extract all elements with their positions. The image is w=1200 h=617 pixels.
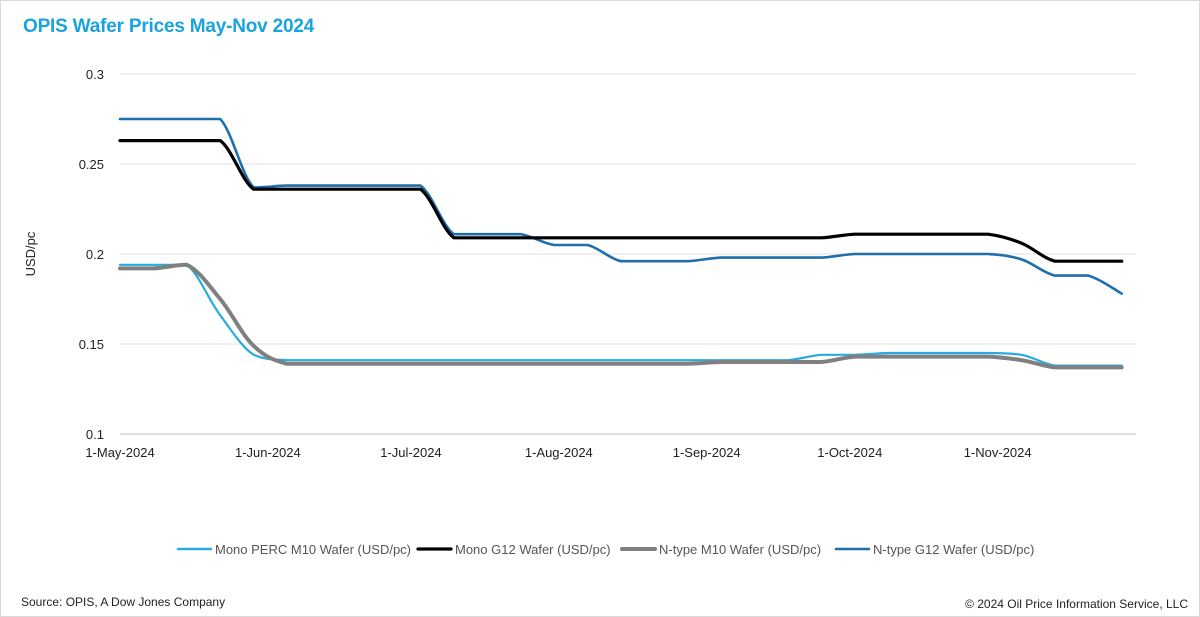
legend-label: N-type G12 Wafer (USD/pc) xyxy=(873,542,1034,557)
legend-label: Mono G12 Wafer (USD/pc) xyxy=(455,542,611,557)
series-line-0 xyxy=(118,263,1123,367)
series-line-3 xyxy=(118,117,1123,295)
x-tick-label: 1-May-2024 xyxy=(85,445,154,460)
y-tick-label: 0.3 xyxy=(86,67,104,82)
y-tick-label: 0.25 xyxy=(79,157,104,172)
legend-label: N-type M10 Wafer (USD/pc) xyxy=(659,542,821,557)
x-tick-label: 1-Oct-2024 xyxy=(817,445,882,460)
y-tick-label: 0.2 xyxy=(86,247,104,262)
series-line-1 xyxy=(118,139,1124,263)
source-note: Source: OPIS, A Dow Jones Company xyxy=(21,595,226,609)
x-tick-label: 1-Aug-2024 xyxy=(525,445,593,460)
y-tick-label: 0.15 xyxy=(79,337,104,352)
x-tick-label: 1-Sep-2024 xyxy=(673,445,741,460)
y-axis-title: USD/pc xyxy=(23,231,38,276)
x-tick-label: 1-Jun-2024 xyxy=(235,445,301,460)
chart-title: OPIS Wafer Prices May-Nov 2024 xyxy=(23,16,315,37)
y-tick-label: 0.1 xyxy=(86,427,104,442)
x-tick-label: 1-Nov-2024 xyxy=(964,445,1032,460)
x-tick-label: 1-Jul-2024 xyxy=(380,445,441,460)
copyright-note: © 2024 Oil Price Information Service, LL… xyxy=(965,597,1188,611)
series-line-2 xyxy=(118,262,1124,370)
legend-label: Mono PERC M10 Wafer (USD/pc) xyxy=(215,542,411,557)
